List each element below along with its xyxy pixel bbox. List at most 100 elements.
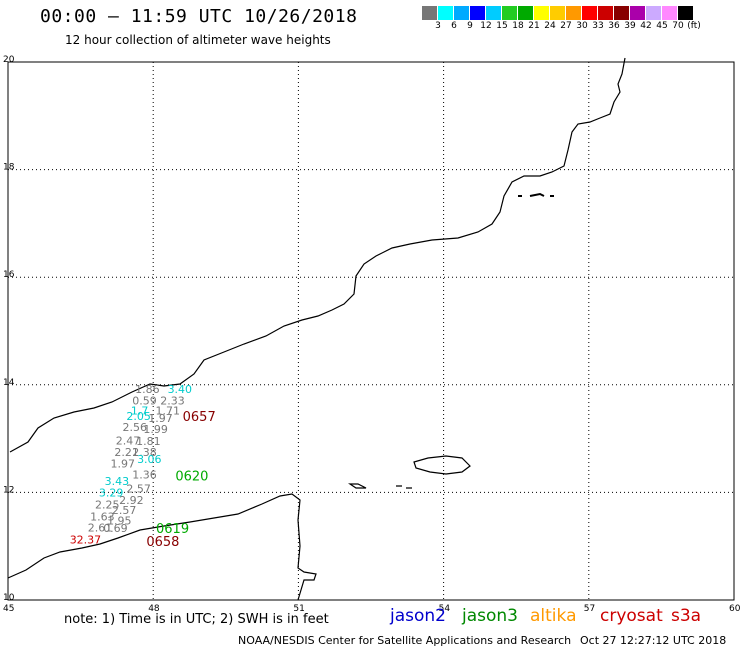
wave-height-value: 2.57 [126, 482, 151, 495]
latitude-label: 20 [3, 55, 15, 65]
color-swatch [454, 6, 470, 20]
kuria-muria-islands [518, 192, 554, 197]
wave-height-value: 2.56 [123, 421, 148, 434]
wave-height-value: 2.38 [132, 446, 157, 459]
wave-height-value: 0.69 [103, 522, 128, 535]
color-scale-label: 6 [451, 21, 457, 31]
legend-altika: altika [530, 606, 577, 626]
latitude-labels: 20 18 16 14 12 10 [3, 55, 15, 603]
wave-height-value: 3.29 [99, 487, 124, 500]
color-scale-label: 36 [608, 21, 620, 31]
color-scale-label: 39 [624, 21, 636, 31]
wave-height-value: 1.63 [90, 510, 115, 523]
color-scale-label: 21 [528, 21, 540, 31]
wave-height-value: 2.05 [126, 410, 151, 423]
legend-jason2: jason2 [390, 606, 446, 626]
color-swatch [662, 6, 678, 20]
wave-height-value: 3.40 [168, 383, 193, 396]
units-note: note: 1) Time is in UTC; 2) SWH is in fe… [64, 612, 329, 627]
map-title: 00:00 – 11:59 UTC 10/26/2018 [40, 6, 358, 27]
color-scale-label: 9 [467, 21, 473, 31]
color-scale-label: 12 [480, 21, 492, 31]
socotra-island [413, 455, 471, 475]
color-swatch [614, 6, 630, 20]
color-scale-label: 27 [560, 21, 572, 31]
wave-height-observations: 1.86 3.400.59 2.331.7 1.712.051.972.561.992… [70, 383, 192, 547]
wave-height-value: 2.57 [112, 504, 137, 517]
map-frame [7, 61, 735, 601]
color-scale-label: 15 [496, 21, 508, 31]
wave-height-value: 1.99 [143, 423, 168, 436]
latitude-label: 18 [3, 163, 15, 173]
arabia-coast [9, 57, 626, 453]
color-scale-label: 3 [435, 21, 441, 31]
wave-height-value: 1.86 [135, 383, 160, 396]
color-scale-label: 33 [592, 21, 604, 31]
color-scale-label: 42 [640, 21, 652, 31]
wave-height-value: 3.06 [137, 453, 162, 466]
color-swatch [678, 6, 694, 20]
legend-s3a: s3a [671, 606, 702, 626]
wave-height-value: 2.61 [88, 522, 113, 535]
color-swatch [646, 6, 662, 20]
color-swatch [550, 6, 566, 20]
color-swatch [422, 6, 438, 20]
color-scale-labels: 3 6 9 12 15 18 21 24 27 30 33 36 39 42 45 70 (ft) [422, 21, 740, 33]
wave-height-value: 1.97 [110, 458, 135, 471]
longitude-labels: 45 48 51 54 57 60 [3, 604, 740, 614]
somalia-coast [7, 493, 317, 601]
wave-height-value: 32.37 [70, 534, 102, 547]
map-subtitle: 12 hour collection of altimeter wave hei… [65, 33, 331, 47]
color-swatch [502, 6, 518, 20]
legend-jason3: jason3 [462, 606, 518, 626]
footer-timestamp: Oct 27 12:27:12 UTC 2018 [580, 634, 727, 647]
wave-height-value: 2.33 [160, 395, 185, 408]
pass-time-label: 0658 [146, 535, 179, 550]
color-swatch [598, 6, 614, 20]
color-swatch [470, 6, 486, 20]
longitude-label: 60 [729, 604, 740, 614]
color-scale-label: (ft) [687, 21, 701, 31]
pass-time-label: 0620 [175, 470, 208, 485]
pass-time-label: 0657 [183, 410, 216, 425]
longitude-label: 54 [439, 604, 451, 614]
wave-height-value: 1.36 [132, 468, 157, 481]
latitude-label: 10 [3, 593, 15, 603]
color-swatch [486, 6, 502, 20]
color-swatch [438, 6, 454, 20]
color-swatch [518, 6, 534, 20]
longitude-label: 51 [293, 604, 304, 614]
latitude-label: 16 [3, 270, 15, 280]
wave-height-value: 1.95 [107, 515, 132, 528]
wave-height-value: 2.92 [119, 494, 144, 507]
longitude-label: 48 [148, 604, 160, 614]
wave-height-value: 1.81 [136, 435, 161, 448]
color-scale-label: 30 [576, 21, 588, 31]
latitude-label: 12 [3, 485, 14, 495]
color-scale [422, 6, 694, 20]
longitude-label: 45 [3, 604, 14, 614]
color-swatch [534, 6, 550, 20]
abd-al-kuri-island [348, 483, 367, 489]
wave-height-value: 2.47 [116, 435, 141, 448]
wave-height-value: 2.21 [114, 446, 139, 459]
longitude-label: 57 [584, 604, 595, 614]
color-swatch [582, 6, 598, 20]
color-scale-label: 18 [512, 21, 524, 31]
wave-height-value: 0.59 [132, 395, 157, 408]
wave-height-value: 2.25 [95, 499, 120, 512]
color-scale-label: 70 [672, 21, 684, 31]
pass-time-label: 0619 [156, 522, 189, 537]
color-swatch [566, 6, 582, 20]
wave-height-value: 3.43 [105, 475, 130, 488]
wave-height-value: 1.7 [131, 404, 149, 417]
color-swatch [630, 6, 646, 20]
footer-org: NOAA/NESDIS Center for Satellite Applica… [238, 634, 572, 647]
latitude-label: 14 [3, 378, 15, 388]
wave-height-value: 1.97 [148, 412, 173, 425]
legend-cryosat: cryosat [600, 606, 663, 626]
color-scale-label: 45 [656, 21, 668, 31]
color-scale-label: 24 [544, 21, 556, 31]
